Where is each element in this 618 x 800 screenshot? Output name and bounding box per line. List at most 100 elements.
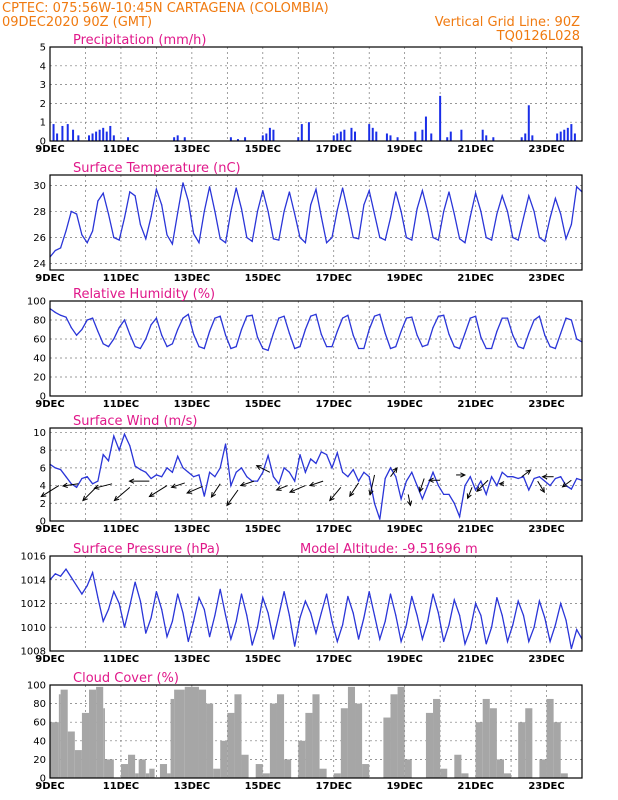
humidity-point [81,328,83,331]
wind-point [538,476,541,478]
wind-point [97,480,99,482]
wind-vector-head [392,466,398,473]
wind-point [262,471,264,473]
pressure-point [443,640,445,643]
x-tick-label: 15DEC [245,399,281,410]
pressure-point [342,624,344,626]
humidity-point [347,314,349,316]
pressure-point [283,591,285,593]
precip-bar [236,139,239,141]
wind-point [416,484,418,487]
wind-vector-head [148,492,155,498]
cloud-cover-column [255,764,263,778]
cloud-cover-column [518,722,526,778]
temperature-point [251,240,253,242]
temperature-panel: 24 26 28 30 9DEC 11DEC 13DEC 15DEC 17DEC 19DEC 21D… [33,161,583,284]
humidity-point [304,328,306,331]
cloud-cover-column [184,686,199,778]
temperature-point [304,242,306,244]
precip-bar [229,137,232,141]
cloud-cover-column [489,708,497,778]
humidity-point [70,327,72,329]
precip-bar [307,122,310,141]
temperature-point [501,195,503,197]
y-tick-label: 1014 [21,575,46,586]
cloud-cover-column [298,740,306,778]
temperature-point [224,242,227,244]
temperature-point [198,242,200,244]
y-tick-label: 60 [33,718,46,729]
pressure-point [214,614,216,616]
cloud-cover-column [145,773,150,778]
precip-bar [368,124,371,141]
cloud-cover-column [159,764,168,778]
temperature-point [310,204,312,206]
wind-point [219,467,221,469]
temperature-point [549,217,551,219]
y-tick-label: 2 [40,99,46,110]
x-tick-label: 9DEC [35,273,64,284]
wind-point [246,476,248,478]
precip-bar [449,131,452,141]
temperature-point [517,239,519,241]
precip-bar [102,127,105,141]
cloud-cover-column [276,694,285,778]
temperature-point [384,239,386,241]
cloud-cover-column [74,750,82,778]
wind-point [203,495,205,497]
pressure-point [123,626,126,628]
y-tick-label: 60 [33,335,46,346]
pressure-point [177,593,179,595]
temperature-point [278,239,280,241]
temperature-point [464,242,466,244]
wind-vector-head [476,486,482,493]
y-tick-label: 26 [33,233,46,244]
humidity-point [150,324,152,326]
wind-point [528,489,530,491]
precip-bar [109,125,112,141]
precip-bar [559,131,562,141]
cloud-cover-column [60,689,68,778]
humidity-point [294,347,296,350]
temperature-point [182,182,184,184]
temperature-point [134,195,136,197]
precip-bar [332,135,335,141]
pressure-point [203,608,205,611]
precip-bar [492,137,495,141]
temperature-point [326,242,328,244]
wind-vector [289,485,306,493]
wind-vector-head [498,481,505,487]
pressure-point [326,593,328,595]
wind-point [177,455,179,457]
wind-point [560,476,562,478]
temperature-point [389,217,392,219]
temperature-point [490,239,493,241]
panel-frame [49,684,583,779]
humidity-point [209,330,211,332]
x-tick-label: 9DEC [35,654,64,665]
precip-bar [261,135,264,141]
wind-vector-head [368,489,374,496]
precip-bar [556,133,559,141]
cloud-cover-column [167,773,171,778]
x-tick-label: 11DEC [103,273,139,284]
humidity-point [379,313,381,315]
pressure-point [490,626,493,628]
y-tick-label: 100 [27,681,46,692]
humidity-point [395,346,397,348]
x-tick-label: 15DEC [245,524,281,535]
wind-vector [476,479,489,492]
pressure-point [54,573,56,575]
wind-point [549,484,551,487]
humidity-point [299,346,301,348]
wind-point [304,471,306,473]
cloud-cover-column [220,740,228,778]
precip-bar [389,135,392,141]
pressure-point [379,638,381,640]
precip-bar [336,133,339,141]
wind-vector-head [406,500,413,507]
humidity-point [139,347,142,350]
pressure-point [187,640,189,643]
humidity-point [475,315,477,317]
